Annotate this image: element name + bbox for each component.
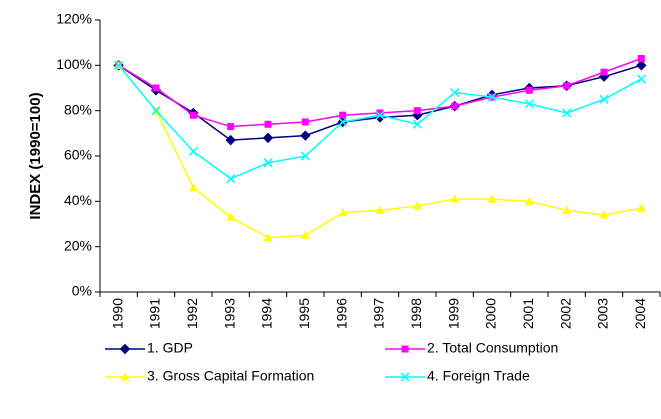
marker [637, 55, 645, 63]
y-tick-label: 40% [64, 192, 92, 208]
marker [487, 194, 497, 203]
marker [450, 194, 460, 203]
marker [188, 146, 198, 156]
x-tick-label: 1998 [408, 298, 424, 329]
marker [263, 233, 273, 242]
marker [226, 174, 236, 184]
marker [152, 84, 160, 92]
marker [599, 210, 609, 219]
x-tick-label: 1992 [184, 298, 200, 329]
x-tick-label: 2001 [520, 298, 536, 329]
marker [263, 158, 273, 168]
marker [301, 118, 309, 126]
marker [300, 130, 311, 141]
x-tick-label: 1996 [333, 298, 349, 329]
marker [300, 151, 310, 161]
marker [227, 123, 235, 131]
marker [262, 132, 274, 144]
marker [636, 203, 646, 212]
marker [119, 343, 131, 355]
marker [563, 82, 571, 90]
x-tick-label: 2002 [557, 298, 573, 329]
marker [189, 111, 197, 119]
marker [412, 201, 422, 210]
marker [226, 212, 236, 221]
marker [413, 107, 421, 115]
marker [562, 108, 572, 118]
marker [300, 230, 310, 239]
marker [338, 208, 348, 217]
marker [375, 205, 385, 214]
x-tick-label: 1993 [221, 298, 237, 329]
x-tick-label: 2004 [632, 298, 648, 329]
x-tick-label: 1994 [259, 298, 275, 329]
x-tick-label: 1991 [147, 298, 163, 329]
x-tick-label: 1995 [296, 298, 312, 329]
marker [600, 68, 608, 76]
marker [401, 345, 409, 353]
marker [412, 119, 422, 129]
y-tick-label: 20% [64, 237, 92, 253]
y-tick-label: 100% [56, 56, 92, 72]
x-tick-label: 1999 [445, 298, 461, 329]
marker [400, 372, 410, 382]
marker [188, 183, 198, 192]
marker [524, 99, 534, 109]
marker [450, 88, 460, 98]
legend-label: 1. GDP [147, 340, 193, 356]
marker [524, 196, 534, 205]
y-tick-label: 60% [64, 147, 92, 163]
marker [599, 94, 609, 104]
marker [562, 205, 572, 214]
y-axis-label: INDEX (1990=100) [27, 92, 44, 219]
marker [636, 60, 647, 71]
marker [451, 102, 459, 110]
legend-label: 3. Gross Capital Formation [147, 368, 314, 384]
marker [114, 60, 124, 70]
x-tick-label: 1990 [109, 298, 125, 329]
y-tick-label: 80% [64, 101, 92, 117]
legend-label: 2. Total Consumption [427, 340, 558, 356]
marker [225, 134, 236, 146]
series-line [118, 64, 642, 141]
marker [487, 92, 497, 102]
marker [338, 117, 348, 127]
marker [375, 110, 385, 120]
marker [376, 109, 384, 117]
marker [151, 106, 161, 116]
legend-label: 4. Foreign Trade [427, 368, 530, 384]
x-tick-label: 2003 [595, 298, 611, 329]
marker [525, 86, 533, 94]
marker [339, 111, 347, 119]
y-tick-label: 120% [56, 11, 92, 27]
y-tick-label: 0% [72, 283, 92, 299]
marker [636, 74, 646, 84]
x-tick-label: 2000 [483, 298, 499, 329]
marker [120, 372, 130, 381]
x-tick-label: 1997 [371, 298, 387, 329]
marker [264, 120, 272, 128]
